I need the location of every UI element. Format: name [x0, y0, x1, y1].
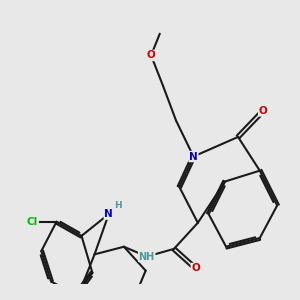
Text: N: N: [104, 209, 113, 219]
Text: NH: NH: [139, 251, 155, 262]
Text: N: N: [189, 152, 198, 161]
Text: O: O: [259, 106, 267, 116]
Text: O: O: [147, 50, 155, 60]
Text: O: O: [191, 263, 200, 274]
Text: Cl: Cl: [27, 217, 38, 227]
Text: H: H: [114, 201, 122, 210]
